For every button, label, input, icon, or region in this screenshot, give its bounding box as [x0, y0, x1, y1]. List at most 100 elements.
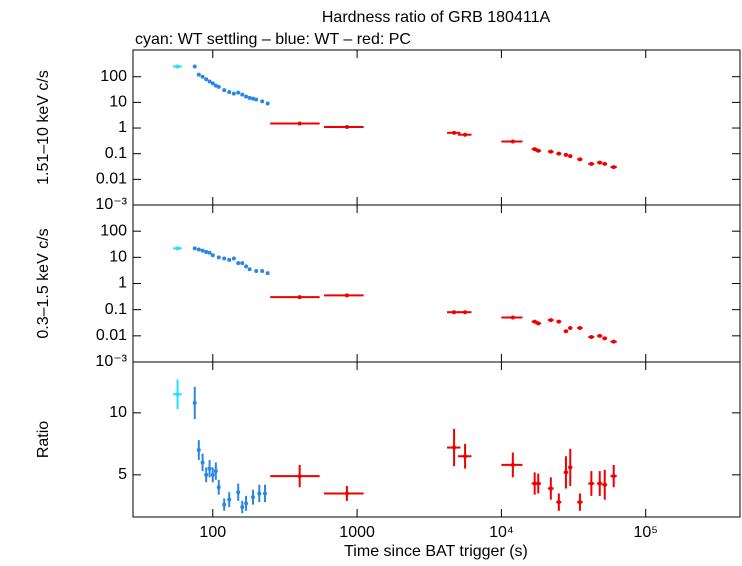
data-point — [210, 81, 215, 86]
data-point — [536, 148, 541, 153]
y-tick-label: 1 — [118, 119, 127, 136]
data-point — [175, 392, 180, 397]
data-point — [200, 74, 205, 79]
data-point — [244, 501, 249, 506]
data-point — [344, 293, 349, 298]
y-tick-label: 0.1 — [105, 301, 127, 318]
data-point — [192, 246, 197, 251]
data-point — [577, 157, 582, 162]
data-point — [216, 485, 221, 490]
x-tick-label: 10⁴ — [489, 524, 514, 541]
x-tick-label: 100 — [199, 524, 226, 541]
data-point — [260, 99, 265, 104]
data-point — [204, 249, 209, 254]
data-point — [251, 96, 256, 101]
data-point — [548, 149, 553, 154]
y-tick-label: 1 — [118, 275, 127, 292]
data-point — [602, 161, 607, 166]
data-point — [247, 95, 252, 100]
data-point — [254, 269, 259, 274]
data-point — [597, 333, 602, 338]
chart-subtitle: cyan: WT settling – blue: WT – red: PC — [135, 31, 411, 48]
data-point — [452, 130, 457, 135]
data-point — [452, 445, 457, 450]
data-point — [231, 256, 236, 261]
data-point — [192, 64, 197, 69]
data-point — [210, 472, 215, 477]
data-point — [240, 261, 245, 266]
y-tick-label: 10⁻³ — [95, 196, 127, 213]
data-point — [510, 315, 515, 320]
data-point — [589, 481, 594, 486]
data-point — [200, 460, 205, 465]
data-point — [227, 90, 232, 95]
y-tick-label: 0.1 — [105, 145, 127, 162]
data-point — [577, 325, 582, 330]
data-point — [236, 490, 241, 495]
data-point — [251, 495, 256, 500]
data-point — [207, 466, 212, 471]
data-point — [207, 250, 212, 255]
data-point — [589, 161, 594, 166]
data-point — [210, 253, 215, 258]
data-point — [175, 64, 180, 69]
data-point — [577, 500, 582, 505]
data-point — [563, 152, 568, 157]
data-point — [344, 491, 349, 496]
data-point — [240, 92, 245, 97]
x-axis-label: Time since BAT trigger (s) — [344, 543, 528, 560]
data-point — [297, 295, 302, 300]
y-tick-label: 5 — [118, 466, 127, 483]
data-point — [536, 321, 541, 326]
data-point — [463, 132, 468, 137]
chart-title: Hardness ratio of GRB 180411A — [322, 9, 551, 26]
data-point — [196, 448, 201, 453]
data-point — [344, 124, 349, 129]
data-point — [556, 500, 561, 505]
data-point — [568, 154, 573, 159]
plot-frame — [132, 361, 741, 518]
data-point — [204, 77, 209, 82]
data-point — [611, 474, 616, 479]
y-tick-label: 10 — [109, 404, 127, 421]
data-point — [265, 101, 270, 106]
data-point — [227, 257, 232, 262]
data-point — [589, 335, 594, 340]
data-point — [568, 325, 573, 330]
data-point — [510, 462, 515, 467]
data-point — [563, 470, 568, 475]
data-point — [556, 319, 561, 324]
data-point — [240, 505, 245, 510]
data-point — [216, 84, 221, 89]
data-point — [227, 497, 232, 502]
data-point — [254, 97, 259, 102]
y-tick-label: 0.01 — [96, 171, 127, 188]
data-point — [207, 79, 212, 84]
data-point — [463, 454, 468, 459]
y-axis-label: 0.3–1.5 keV c/s — [35, 228, 52, 338]
y-tick-label: 10 — [109, 94, 127, 111]
data-point — [262, 491, 267, 496]
data-point — [568, 465, 573, 470]
data-point — [602, 336, 607, 341]
data-point — [222, 502, 227, 507]
y-tick-label: 10 — [109, 249, 127, 266]
data-point — [611, 165, 616, 170]
data-point — [192, 400, 197, 405]
data-point — [602, 482, 607, 487]
data-point — [236, 90, 241, 95]
data-point — [563, 329, 568, 334]
data-point — [247, 267, 252, 272]
data-point — [548, 486, 553, 491]
data-point — [297, 121, 302, 126]
plot-frame — [132, 49, 741, 206]
data-point — [175, 246, 180, 251]
data-point — [257, 491, 262, 496]
data-point — [213, 469, 218, 474]
y-axis-label: Ratio — [35, 421, 52, 458]
x-tick-label: 1000 — [339, 524, 375, 541]
y-tick-label: 100 — [100, 222, 127, 239]
data-point — [200, 248, 205, 253]
data-point — [231, 91, 236, 96]
